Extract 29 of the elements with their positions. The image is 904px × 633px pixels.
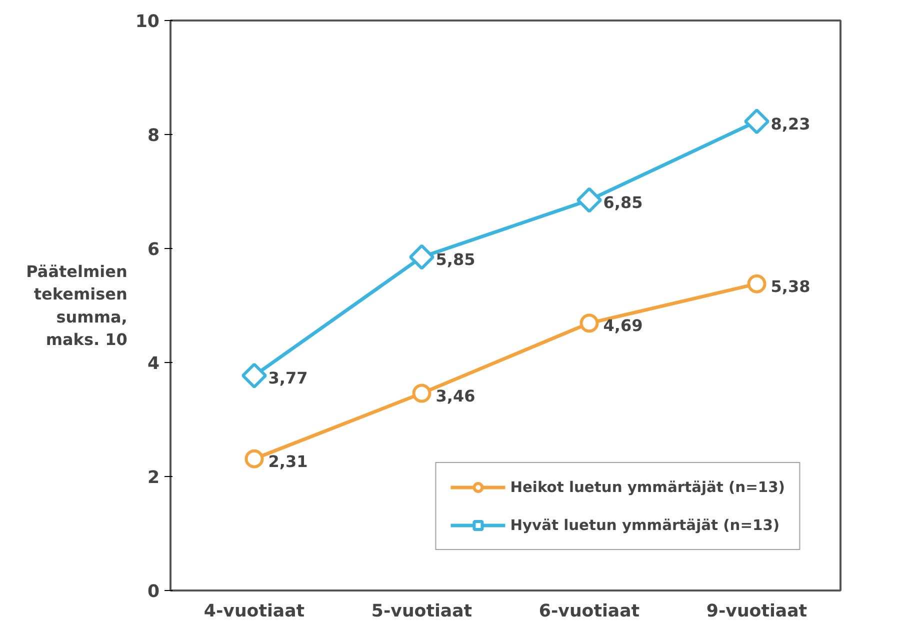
y-axis-title: Päätelmien tekemisen summa, maks. 10 [26,262,128,350]
data-label: 6,85 [603,193,643,212]
point [244,449,264,468]
point [580,314,599,333]
data-label: 5,38 [770,276,810,296]
y-tick-label: 8 [147,126,160,146]
point [412,384,432,403]
data-label: 2,31 [268,452,308,471]
y-tick-label: 4 [147,354,160,374]
point [744,108,770,134]
point [576,187,602,213]
x-tick-label: 5-vuotiaat [371,602,472,622]
point [241,362,268,388]
data-label: 5,85 [436,250,476,270]
data-label: 4,69 [603,316,643,336]
y-tick-label: 6 [147,240,160,260]
data-label: 3,77 [268,368,308,388]
point [747,274,766,294]
x-tick-label: 9-vuotiaat [706,602,808,622]
legend-label: Hyvät luetun ymmärtäjät (n=13) [510,516,780,534]
y-tick-label: 0 [147,582,160,602]
x-tick-label: 6-vuotiaat [538,602,640,622]
legend-label: Heikot luetun ymmärtäjät (n=13) [510,478,785,496]
data-label: 3,46 [436,386,476,406]
data-label: 8,23 [770,114,810,134]
point [408,244,435,270]
x-tick-label: 4-vuotiaat [204,602,305,622]
y-tick-label: 10 [135,12,160,32]
y-tick-label: 2 [147,468,160,488]
